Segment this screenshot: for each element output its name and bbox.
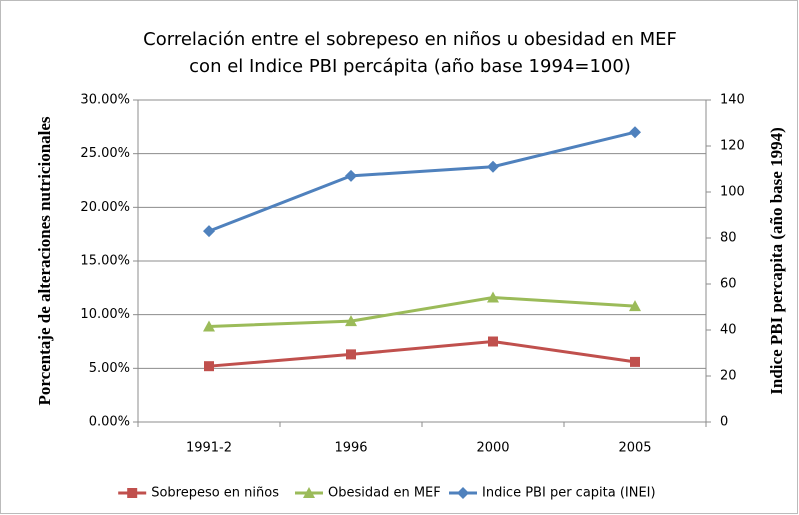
y-tick-label: 10.00% bbox=[80, 307, 130, 322]
data-point bbox=[488, 336, 498, 347]
y-tick-label: 30.00% bbox=[80, 93, 130, 108]
y2-tick-label: 0 bbox=[720, 415, 728, 430]
y2-tick-label: 120 bbox=[720, 139, 745, 154]
series-line bbox=[208, 130, 636, 233]
y-axis-title: Porcentaje de alteraciones nutricionales bbox=[35, 116, 54, 405]
series-line bbox=[208, 295, 636, 328]
legend-marker bbox=[127, 488, 138, 498]
data-point bbox=[487, 291, 499, 303]
y2-tick-label: 60 bbox=[720, 277, 737, 292]
data-point bbox=[345, 169, 357, 182]
data-point bbox=[204, 361, 214, 372]
y-tick-label: 5.00% bbox=[89, 361, 130, 376]
data-point bbox=[487, 160, 499, 173]
chart-title: Correlación entre el sobrepeso en niños … bbox=[143, 29, 677, 50]
legend-marker bbox=[457, 487, 469, 499]
y-tick-label: 0.00% bbox=[89, 415, 130, 430]
legend-label: Sobrepeso en niños bbox=[151, 486, 279, 501]
x-tick-label: 2000 bbox=[476, 441, 509, 456]
chart-title: con el Indice PBI percápita (año base 19… bbox=[189, 56, 631, 77]
y2-axis-title: Indice PBI percapita (año base 1994) bbox=[767, 127, 786, 394]
data-point bbox=[629, 300, 641, 312]
data-point bbox=[345, 315, 357, 327]
x-tick-label: 1991-2 bbox=[186, 441, 232, 456]
legend-label: Obesidad en MEF bbox=[328, 486, 441, 501]
y2-tick-label: 100 bbox=[720, 185, 745, 200]
y2-tick-label: 20 bbox=[720, 369, 737, 384]
y2-tick-label: 40 bbox=[720, 323, 737, 338]
data-point bbox=[203, 225, 215, 238]
x-tick-label: 1996 bbox=[334, 441, 367, 456]
data-point bbox=[629, 126, 641, 139]
y2-tick-label: 140 bbox=[720, 93, 745, 108]
legend-marker bbox=[303, 487, 315, 498]
y-tick-label: 25.00% bbox=[80, 146, 130, 161]
y-tick-label: 20.00% bbox=[80, 200, 130, 215]
x-tick-label: 2005 bbox=[618, 441, 651, 456]
data-point bbox=[203, 320, 215, 332]
y2-tick-label: 80 bbox=[720, 231, 737, 246]
legend-label: Indice PBI per capita (INEI) bbox=[482, 486, 656, 501]
series-line bbox=[208, 339, 636, 368]
y-tick-label: 15.00% bbox=[80, 254, 130, 269]
data-point bbox=[346, 349, 356, 360]
data-point bbox=[630, 356, 640, 367]
